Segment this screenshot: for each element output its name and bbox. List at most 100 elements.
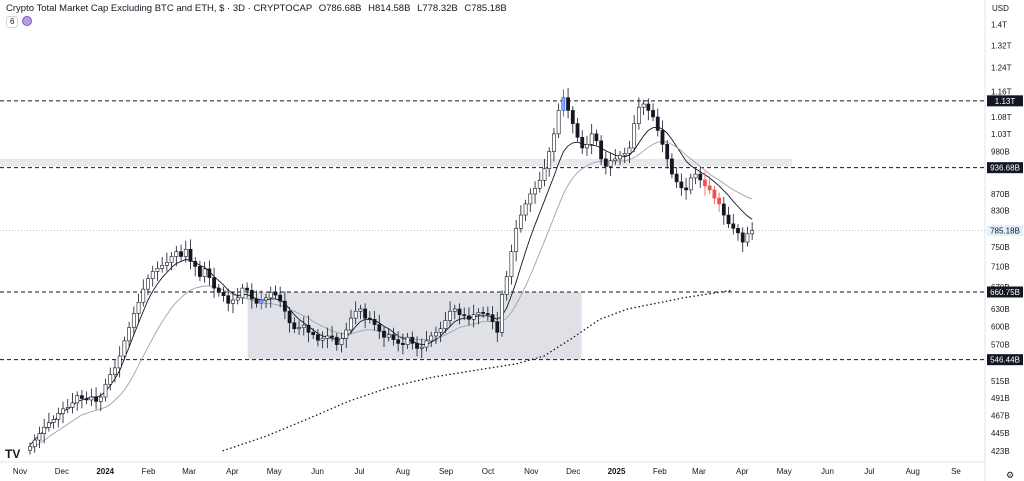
y-tick-label: 467B bbox=[991, 412, 1010, 421]
candle-body bbox=[523, 203, 528, 216]
candle-body bbox=[693, 173, 698, 179]
x-tick-label: Apr bbox=[736, 467, 749, 476]
indicator-row: 6 bbox=[6, 16, 33, 28]
chart-header: Crypto Total Market Cap Excluding BTC an… bbox=[6, 3, 507, 14]
indicator-count-badge[interactable]: 6 bbox=[6, 16, 19, 28]
candle-body bbox=[212, 277, 216, 289]
settings-gear-icon[interactable]: ⚙ bbox=[1006, 470, 1015, 480]
candle-body bbox=[698, 173, 703, 181]
candle-body bbox=[377, 324, 382, 332]
candle-body bbox=[282, 300, 287, 312]
candle-body bbox=[561, 97, 566, 111]
candle-body bbox=[42, 426, 47, 434]
candle-body bbox=[122, 340, 127, 357]
indicator-settings-icon[interactable] bbox=[22, 16, 33, 26]
x-tick-label: Feb bbox=[653, 467, 667, 476]
chart-title: Crypto Total Market Cap Excluding BTC an… bbox=[6, 3, 313, 14]
candle-body bbox=[533, 187, 537, 195]
candle-body bbox=[339, 338, 344, 345]
open-label: O bbox=[318, 3, 327, 14]
candle-body bbox=[613, 158, 618, 162]
candle-body bbox=[599, 140, 604, 160]
candle-body bbox=[570, 110, 575, 124]
candle-body bbox=[136, 301, 141, 314]
candle-body bbox=[146, 278, 150, 290]
candle-body bbox=[94, 396, 98, 402]
grid-layer bbox=[0, 0, 986, 481]
y-tick-label: 515B bbox=[991, 377, 1010, 386]
candle-body bbox=[98, 396, 103, 402]
candle-body bbox=[712, 189, 717, 199]
x-tick-label: Aug bbox=[396, 467, 410, 476]
candle-body bbox=[726, 214, 731, 225]
candle-body bbox=[424, 340, 429, 348]
candle-body bbox=[150, 271, 155, 279]
y-tick-label: 670B bbox=[991, 283, 1010, 292]
moving-average-layer bbox=[29, 126, 753, 452]
series-ma_slow bbox=[29, 141, 753, 450]
candle-body bbox=[306, 324, 311, 333]
candle-body bbox=[721, 203, 726, 216]
candle-body bbox=[141, 288, 146, 303]
candle-body bbox=[627, 147, 632, 154]
level-tag-1 bbox=[987, 162, 1023, 174]
candle-body bbox=[358, 308, 363, 312]
candle-body bbox=[396, 339, 401, 344]
candle-body bbox=[28, 446, 32, 451]
candle-body bbox=[429, 335, 434, 342]
resistance-band bbox=[0, 158, 792, 167]
candle-body bbox=[108, 374, 113, 385]
candle-body bbox=[226, 295, 231, 304]
candle-body bbox=[316, 334, 320, 341]
candle-body bbox=[198, 266, 202, 277]
candle-body bbox=[481, 312, 486, 314]
candle-body bbox=[674, 173, 679, 183]
candle-body bbox=[259, 299, 264, 304]
candle-body bbox=[688, 177, 693, 191]
candle-body bbox=[476, 312, 481, 315]
candle-body bbox=[603, 158, 608, 167]
candle-body bbox=[334, 336, 339, 345]
candle-body bbox=[353, 310, 358, 319]
candle-body bbox=[537, 180, 542, 189]
candle-body bbox=[575, 123, 580, 138]
low-label: L bbox=[417, 3, 423, 14]
candle-body bbox=[542, 168, 547, 181]
candle-body bbox=[651, 110, 655, 118]
candle-body bbox=[679, 181, 684, 189]
level-tag-3 bbox=[987, 354, 1023, 366]
x-tick-label: Nov bbox=[524, 467, 538, 476]
candle-body bbox=[589, 133, 594, 145]
level-tag-0 bbox=[987, 95, 1023, 107]
x-tick-label: May bbox=[777, 467, 792, 476]
candle-body bbox=[202, 268, 207, 277]
y-tick-label: 1.08T bbox=[991, 113, 1012, 122]
candle-body bbox=[641, 103, 646, 108]
candle-body bbox=[547, 151, 552, 169]
tradingview-logo: TV bbox=[5, 447, 21, 461]
candle-body bbox=[51, 419, 56, 423]
candle-body bbox=[462, 314, 467, 317]
candle-body bbox=[490, 314, 495, 322]
y-tick-label: 570B bbox=[991, 341, 1010, 350]
candle-body bbox=[221, 292, 226, 296]
candle-body bbox=[566, 97, 570, 111]
low-value: 778.32B bbox=[422, 3, 458, 14]
candle-body bbox=[70, 402, 75, 408]
candle-body bbox=[61, 408, 65, 414]
currency-label[interactable]: USD bbox=[992, 4, 1009, 13]
x-tick-label: Sep bbox=[439, 467, 454, 476]
y-tick-label: 630B bbox=[991, 305, 1010, 314]
candle-body bbox=[160, 265, 165, 269]
candle-body bbox=[509, 251, 514, 277]
candle-body bbox=[273, 292, 278, 296]
candle-body bbox=[297, 327, 301, 330]
candle-body bbox=[514, 228, 519, 252]
candle-body bbox=[580, 137, 585, 149]
candle-body bbox=[292, 322, 297, 330]
level-tag-text-2: 660.75B bbox=[990, 288, 1020, 297]
candle-body bbox=[117, 355, 122, 369]
accumulation-range-box bbox=[247, 291, 582, 360]
candle-body bbox=[131, 313, 136, 328]
